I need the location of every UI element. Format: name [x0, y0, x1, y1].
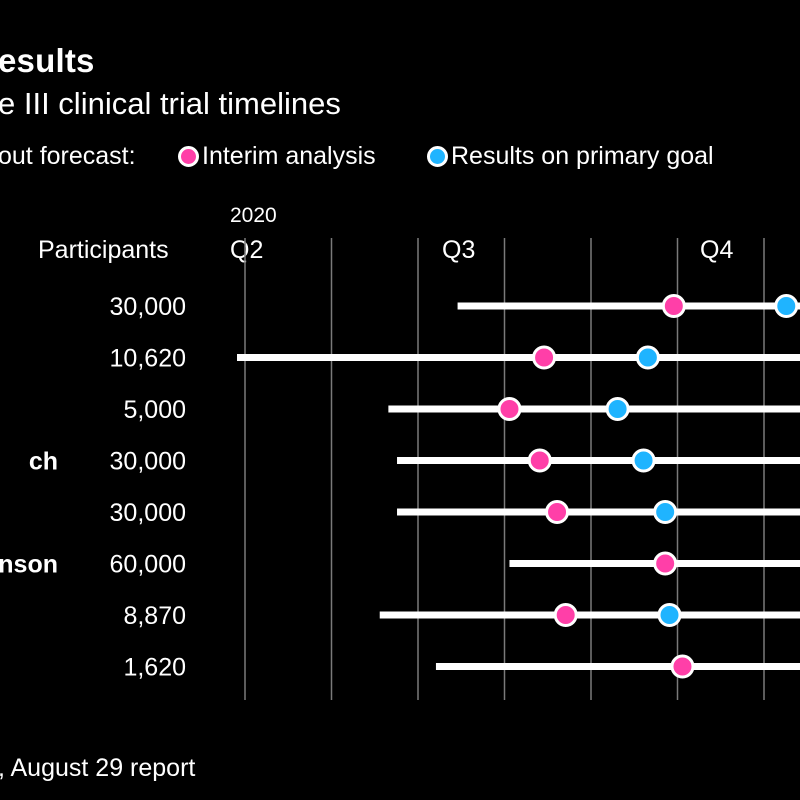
chart-title: esults: [0, 42, 95, 79]
trial-row: 1,620: [123, 654, 800, 682]
participants-header: Participants: [38, 236, 169, 264]
primary-results-dot: [774, 294, 799, 318]
trial-row: 30,000: [110, 293, 800, 321]
legend-primary-dot-icon: [427, 146, 448, 167]
legend-interim-label: Interim analysis: [202, 142, 376, 170]
participants-label: 30,000: [110, 448, 186, 476]
participants-label: 5,000: [123, 396, 186, 424]
interim-analysis-dot: [553, 603, 578, 627]
interim-analysis-dot: [532, 345, 557, 370]
interim-analysis-dot: [653, 551, 678, 576]
quarter-label-q2: Q2: [230, 236, 264, 264]
chart-subtitle: e III clinical trial timelines: [0, 86, 341, 121]
trial-row: 5,000: [123, 396, 800, 424]
primary-results-dot: [635, 345, 660, 370]
participants-label: 1,620: [123, 654, 186, 682]
trial-row: ch 30,000: [29, 448, 800, 476]
primary-results-dot: [653, 500, 678, 524]
rows-layer: 30,000 10,620 5,000 ch 30,000 30,000 nson 60,00…: [0, 293, 800, 682]
year-label: 2020: [230, 204, 277, 227]
trial-row: 30,000: [110, 499, 800, 527]
legend-prefix: out forecast:: [0, 142, 136, 170]
interim-analysis-dot: [661, 294, 686, 318]
primary-results-dot: [631, 448, 656, 473]
participants-label: 8,870: [123, 602, 186, 630]
primary-results-dot: [605, 397, 630, 421]
company-label: ch: [29, 448, 58, 476]
source-note: , August 29 report: [0, 754, 196, 782]
grid-layer: [244, 238, 765, 700]
participants-label: 60,000: [110, 551, 186, 579]
trial-row: 8,870: [123, 602, 800, 630]
interim-analysis-dot: [497, 397, 522, 421]
participants-label: 30,000: [110, 499, 186, 527]
legend-item-primary: Results on primary goal: [427, 142, 714, 171]
interim-analysis-dot: [670, 654, 695, 679]
legend-item-interim: Interim analysis: [178, 142, 376, 171]
legend-interim-dot-icon: [178, 146, 199, 167]
participants-label: 30,000: [110, 293, 186, 321]
trial-row: 10,620: [110, 345, 800, 373]
quarter-label-q4: Q4: [700, 236, 734, 264]
interim-analysis-dot: [545, 500, 570, 524]
primary-results-dot: [657, 603, 682, 627]
trial-row: nson 60,000: [0, 551, 800, 579]
legend-primary-label: Results on primary goal: [451, 142, 714, 170]
participants-label: 10,620: [110, 345, 186, 373]
company-label: nson: [0, 551, 58, 579]
quarter-label-q3: Q3: [442, 236, 476, 264]
interim-analysis-dot: [527, 448, 552, 473]
